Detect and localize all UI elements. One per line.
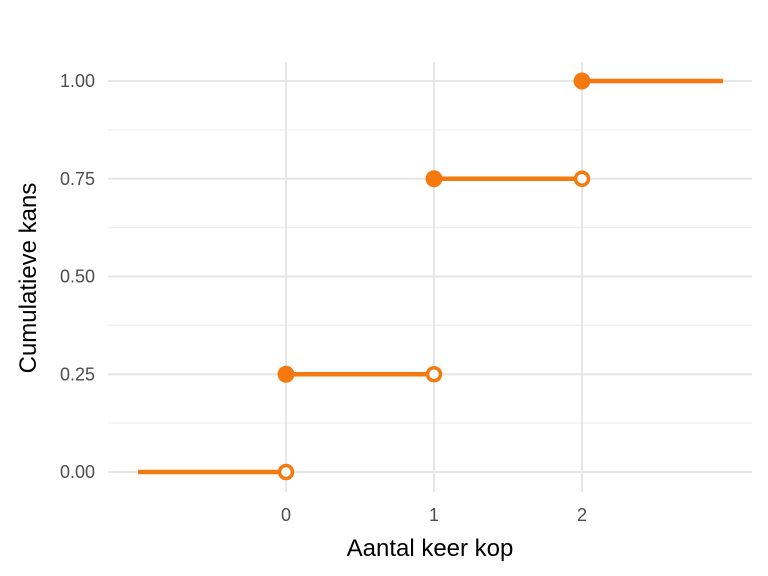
grid-lines	[108, 62, 752, 492]
closed-point-0	[277, 365, 295, 383]
x-tick-label-2: 2	[577, 505, 587, 525]
x-tick-label-1: 1	[429, 505, 439, 525]
y-tick-label-4: 1.00	[60, 71, 95, 91]
open-point-0	[277, 463, 295, 481]
x-axis-title: Aantal keer kop	[347, 535, 514, 562]
open-point-2	[573, 170, 591, 187]
step-points	[277, 72, 591, 481]
y-tick-label-1: 0.25	[60, 364, 95, 384]
x-tick-labels: 0 1 2	[281, 505, 587, 525]
y-tick-label-0: 0.00	[60, 462, 95, 482]
x-tick-label-0: 0	[281, 505, 291, 525]
y-tick-labels: 0.00 0.25 0.50 0.75 1.00	[60, 71, 95, 482]
closed-point-2	[573, 72, 591, 90]
open-point-1	[425, 366, 443, 383]
y-tick-label-3: 0.75	[60, 169, 95, 189]
y-tick-label-2: 0.50	[60, 267, 95, 287]
y-axis-title: Cumulatieve kans	[15, 183, 42, 374]
closed-point-1	[425, 170, 443, 188]
step-series	[138, 78, 723, 475]
